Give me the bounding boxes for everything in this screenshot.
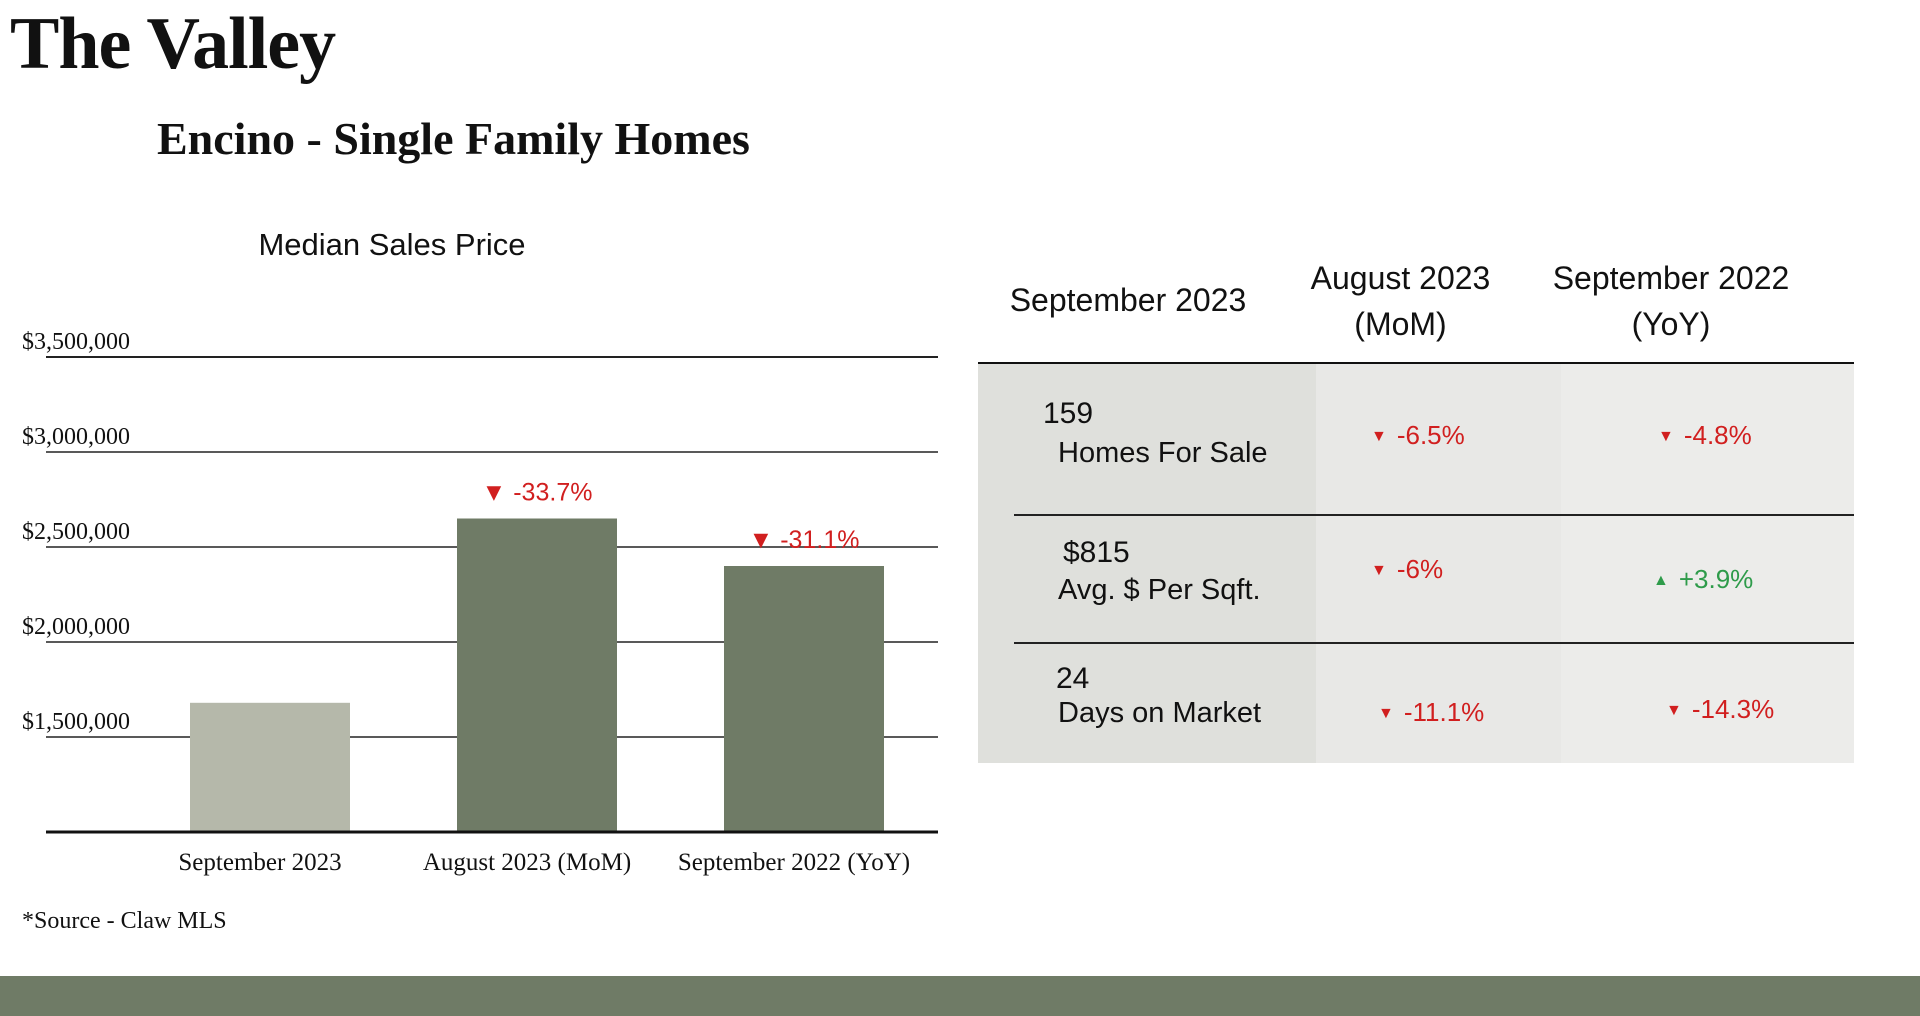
x-category-label: September 2023 bbox=[178, 849, 341, 876]
price-per-sqft-mom-change: ▼ -6% bbox=[1371, 554, 1443, 585]
table-row-homes-for-sale: 159 Homes For Sale ▼ -6.5% ▼ -4.8% bbox=[978, 362, 1854, 514]
header-mom-line2: (MoM) bbox=[1354, 306, 1447, 342]
days-on-market-label: Days on Market bbox=[1058, 697, 1262, 729]
x-category-label: August 2023 (MoM) bbox=[423, 849, 631, 876]
down-triangle-icon: ▼ bbox=[1378, 705, 1394, 722]
up-triangle-icon: ▲ bbox=[1653, 572, 1669, 589]
chart-title: Median Sales Price bbox=[258, 227, 525, 262]
yoy-column-background bbox=[1561, 362, 1854, 763]
header-yoy-line1: September 2022 bbox=[1552, 260, 1790, 296]
bar bbox=[190, 702, 350, 832]
header-yoy-line2: (YoY) bbox=[1631, 306, 1711, 342]
y-tick-label: $3,500,000 bbox=[22, 329, 130, 355]
y-tick-label: $3,000,000 bbox=[22, 424, 130, 450]
bar-data-label: ▼ -33.7% bbox=[482, 479, 593, 507]
days-on-market-yoy-change: ▼ -14.3% bbox=[1666, 694, 1774, 725]
table-row-days-on-market: 24 Days on Market ▼ -11.1% ▼ -14.3% bbox=[978, 644, 1854, 763]
y-tick-label: $2,000,000 bbox=[22, 614, 130, 640]
stats-table-body: 159 Homes For Sale ▼ -6.5% ▼ -4.8% $815 Av… bbox=[978, 362, 1854, 763]
homes-for-sale-label: Homes For Sale bbox=[1058, 437, 1268, 469]
bar bbox=[724, 566, 884, 832]
price-per-sqft-mom-text: -6% bbox=[1396, 554, 1444, 584]
price-per-sqft-yoy-change: ▲ +3.9% bbox=[1653, 564, 1753, 595]
y-tick-label: $1,500,000 bbox=[22, 709, 130, 735]
down-triangle-icon: ▼ bbox=[1371, 428, 1387, 445]
header-mom-line1: August 2023 bbox=[1310, 260, 1491, 296]
footer-band bbox=[0, 976, 1920, 1016]
header-mom: August 2023 (MoM) bbox=[1278, 255, 1523, 347]
days-on-market-yoy-text: -14.3% bbox=[1691, 694, 1775, 724]
y-tick-label: $2,500,000 bbox=[22, 519, 130, 545]
days-on-market-value: 24 bbox=[1056, 662, 1090, 695]
homes-for-sale-mom-change: ▼ -6.5% bbox=[1371, 420, 1465, 451]
header-yoy: September 2022 (YoY) bbox=[1523, 255, 1819, 347]
median-sales-price-chart: Median Sales Price $3,500,000 $3,000,000 $2… bbox=[22, 227, 938, 876]
row-divider bbox=[1014, 514, 1854, 516]
source-note: *Source - Claw MLS bbox=[22, 908, 227, 934]
header-current-month: September 2023 bbox=[978, 277, 1278, 323]
homes-for-sale-value: 159 bbox=[1043, 397, 1094, 430]
days-on-market-mom-text: -11.1% bbox=[1403, 697, 1485, 727]
bar-data-label: ▼ -31.1% bbox=[749, 526, 860, 554]
down-triangle-icon: ▼ bbox=[1666, 702, 1682, 719]
mom-column-background bbox=[1316, 362, 1561, 763]
current-column-background bbox=[978, 362, 1316, 763]
row-divider bbox=[1014, 642, 1854, 644]
page-subtitle: Encino - Single Family Homes bbox=[157, 113, 750, 164]
days-on-market-mom-change: ▼ -11.1% bbox=[1378, 697, 1484, 728]
price-per-sqft-value: $815 bbox=[1063, 536, 1130, 569]
table-header-rule bbox=[978, 362, 1854, 364]
down-triangle-icon: ▼ bbox=[1371, 562, 1387, 579]
table-row-price-per-sqft: $815 Avg. $ Per Sqft. ▼ -6% ▲ +3.9% bbox=[978, 516, 1854, 642]
down-triangle-icon: ▼ bbox=[1658, 428, 1674, 445]
x-category-label: September 2022 (YoY) bbox=[678, 849, 910, 876]
header-current-month-line1: September 2023 bbox=[1009, 282, 1247, 318]
page-title: The Valley bbox=[10, 3, 336, 85]
homes-for-sale-yoy-text: -4.8% bbox=[1683, 420, 1752, 450]
homes-for-sale-yoy-change: ▼ -4.8% bbox=[1658, 420, 1752, 451]
price-per-sqft-label: Avg. $ Per Sqft. bbox=[1058, 574, 1261, 606]
price-per-sqft-yoy-text: +3.9% bbox=[1678, 564, 1754, 594]
homes-for-sale-mom-text: -6.5% bbox=[1396, 420, 1465, 450]
stats-table: September 2023 August 2023 (MoM) Septemb… bbox=[978, 255, 1854, 765]
bar bbox=[457, 518, 617, 832]
